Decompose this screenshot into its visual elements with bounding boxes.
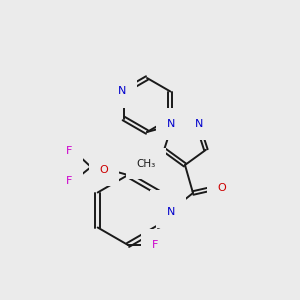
Text: N: N (167, 119, 175, 129)
Text: N: N (167, 207, 175, 217)
Text: F: F (66, 176, 72, 186)
Text: CH₃: CH₃ (136, 159, 156, 169)
Text: N: N (117, 86, 126, 97)
Text: O: O (100, 165, 108, 175)
Text: H: H (159, 200, 167, 210)
Text: F: F (152, 240, 158, 250)
Text: F: F (66, 146, 72, 156)
Text: N: N (195, 119, 203, 129)
Text: O: O (218, 183, 226, 193)
